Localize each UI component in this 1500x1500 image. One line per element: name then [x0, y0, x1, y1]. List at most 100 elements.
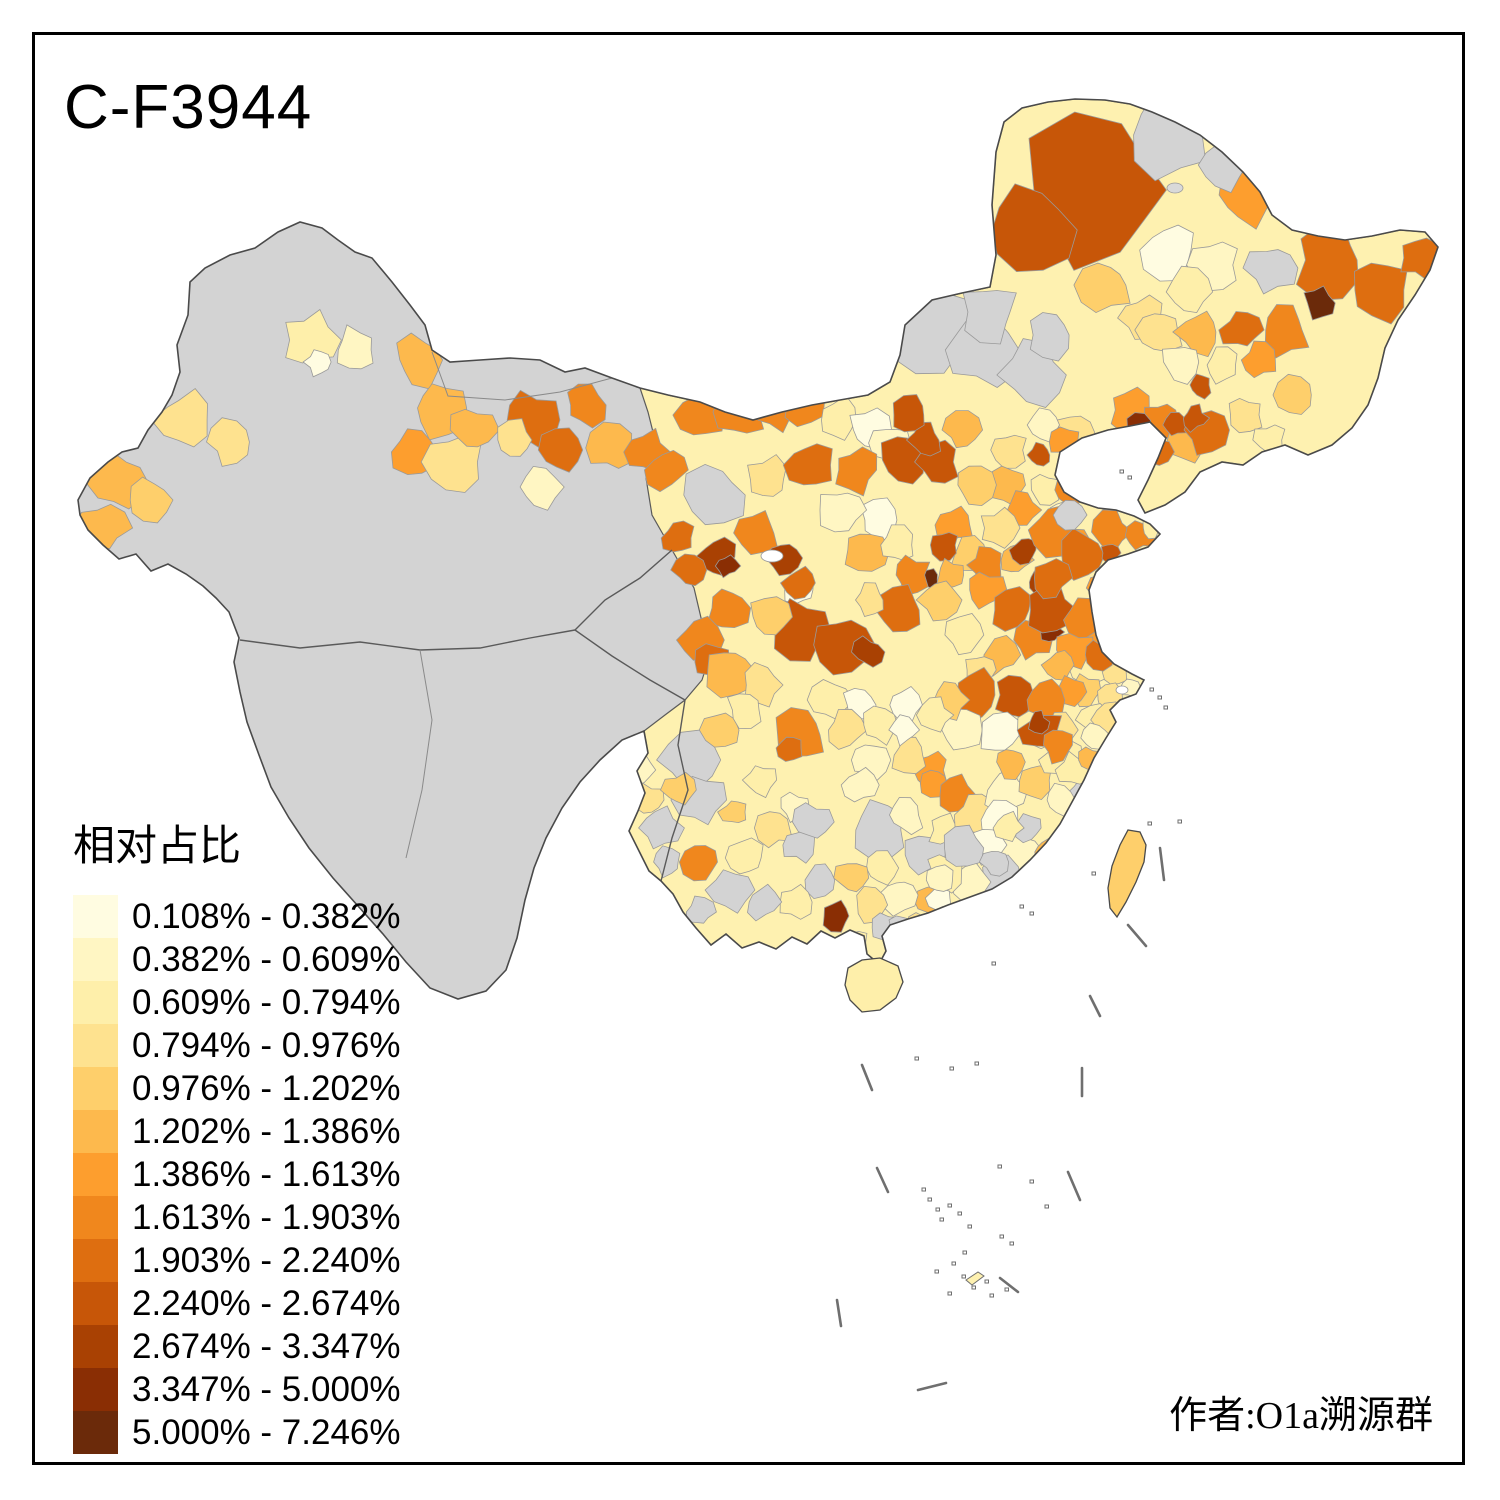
- island-dot: [1147, 821, 1152, 826]
- prefecture-region: [753, 811, 794, 849]
- prefecture-region: [962, 290, 1017, 345]
- legend-label: 0.794% - 0.976%: [132, 1025, 401, 1065]
- prefecture-region: [980, 506, 1021, 549]
- legend-swatch: [73, 1153, 118, 1196]
- prefecture-region: [1189, 373, 1212, 400]
- prefecture-region: [992, 586, 1032, 632]
- prefecture-region: [585, 421, 633, 469]
- island-dot: [949, 1066, 954, 1071]
- legend-swatch: [73, 895, 118, 938]
- legend-label: 0.108% - 0.382%: [132, 896, 401, 936]
- prefecture-region: [1354, 262, 1408, 325]
- prefecture-region: [537, 427, 584, 473]
- island-dot: [1029, 911, 1034, 916]
- legend-swatch: [73, 1024, 118, 1067]
- prefecture-region: [792, 802, 835, 839]
- prefecture-region: [915, 696, 955, 733]
- south-sea-islands: [914, 469, 1182, 1298]
- prefecture-region: [1206, 346, 1238, 385]
- legend-item: 3.347% - 5.000%: [73, 1368, 401, 1411]
- prefecture-region: [905, 421, 941, 457]
- legend-item: 1.202% - 1.386%: [73, 1110, 401, 1153]
- island-dot: [935, 1207, 940, 1212]
- legend-item: 1.903% - 2.240%: [73, 1239, 401, 1282]
- legend-item: 0.976% - 1.202%: [73, 1067, 401, 1110]
- prefecture-region: [957, 465, 997, 507]
- prefecture-region: [1162, 411, 1187, 437]
- prefecture-region: [1303, 285, 1336, 321]
- island-dot: [951, 1261, 956, 1266]
- prefecture-region: [941, 410, 984, 449]
- legend-label: 0.609% - 0.794%: [132, 982, 401, 1022]
- prefecture-region: [1172, 310, 1217, 358]
- prefecture-region: [1242, 249, 1299, 295]
- prefecture-region: [1026, 441, 1051, 467]
- prefecture-region: [1161, 347, 1200, 385]
- island-dot: [957, 1211, 962, 1216]
- legend-swatch: [73, 1282, 118, 1325]
- prefecture-region: [1008, 538, 1037, 566]
- prefecture-region: [519, 465, 565, 511]
- prefecture-region: [915, 580, 963, 622]
- prefecture-region: [638, 805, 685, 850]
- legend-swatch: [73, 1411, 118, 1454]
- prefecture-region: [855, 582, 884, 617]
- island-dot: [984, 1279, 989, 1284]
- legend-swatch: [73, 1110, 118, 1153]
- legend-item: 0.609% - 0.794%: [73, 981, 401, 1024]
- prefecture-region: [336, 324, 374, 370]
- prefecture-region: [678, 845, 718, 882]
- prefecture-region: [660, 520, 695, 553]
- attribution: 作者:O1a溯源群: [1169, 1395, 1433, 1437]
- prefecture-region: [1043, 729, 1073, 765]
- island-dot: [921, 1187, 926, 1192]
- island-dot: [927, 1197, 932, 1202]
- prefecture-region: [744, 662, 784, 708]
- legend-label: 2.674% - 3.347%: [132, 1326, 401, 1366]
- prefecture-region: [850, 744, 892, 782]
- prefecture-region: [707, 588, 752, 629]
- legend-label: 5.000% - 7.246%: [132, 1412, 401, 1452]
- legend-items: 0.108% - 0.382% 0.382% - 0.609% 0.609% - 0…: [73, 895, 401, 1454]
- prefecture-region: [747, 454, 787, 497]
- prefecture-region: [844, 533, 891, 572]
- legend-item: 1.386% - 1.613%: [73, 1153, 401, 1196]
- prefecture-region: [779, 565, 816, 600]
- legend-label: 0.382% - 0.609%: [132, 939, 401, 979]
- legend-label: 1.202% - 1.386%: [132, 1111, 401, 1151]
- island-dot: [1019, 904, 1024, 909]
- island-dot: [1029, 1179, 1034, 1184]
- prefecture-region: [969, 571, 1008, 610]
- prefecture-region: [888, 714, 921, 747]
- island-dot: [939, 1217, 944, 1222]
- province-borders: [239, 351, 689, 882]
- prefecture-region: [851, 635, 886, 668]
- prefecture-region: [747, 883, 783, 922]
- prefecture-region: [129, 476, 174, 524]
- legend-item: 0.382% - 0.609%: [73, 938, 401, 981]
- legend-item: 2.240% - 2.674%: [73, 1282, 401, 1325]
- island-dot: [1009, 1241, 1014, 1246]
- prefecture-region: [741, 765, 778, 799]
- legend-swatch: [73, 1067, 118, 1110]
- prefecture-region: [996, 749, 1026, 781]
- prefecture-region: [1218, 311, 1265, 347]
- prefecture-region: [660, 771, 697, 806]
- prefecture-region: [804, 863, 836, 900]
- prefecture-region: [206, 417, 250, 467]
- island-dot: [947, 1203, 952, 1208]
- prefecture-region: [714, 554, 742, 579]
- prefecture-region: [891, 736, 926, 775]
- prefecture-region: [821, 394, 857, 441]
- prefecture-region: [706, 652, 755, 699]
- prefecture-region: [889, 685, 923, 725]
- legend: 相对占比 0.108% - 0.382% 0.382% - 0.609% 0.609…: [73, 812, 401, 1454]
- prefecture-region: [1272, 373, 1312, 415]
- island-dot: [967, 1224, 972, 1229]
- prefecture-region: [889, 797, 924, 836]
- island-dot: [962, 1250, 967, 1255]
- island-dot: [974, 1061, 979, 1066]
- prefecture-region: [813, 619, 876, 676]
